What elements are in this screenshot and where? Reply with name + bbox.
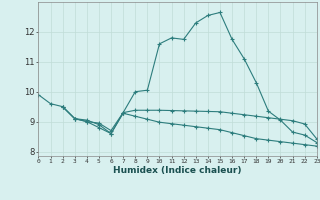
- X-axis label: Humidex (Indice chaleur): Humidex (Indice chaleur): [113, 166, 242, 175]
